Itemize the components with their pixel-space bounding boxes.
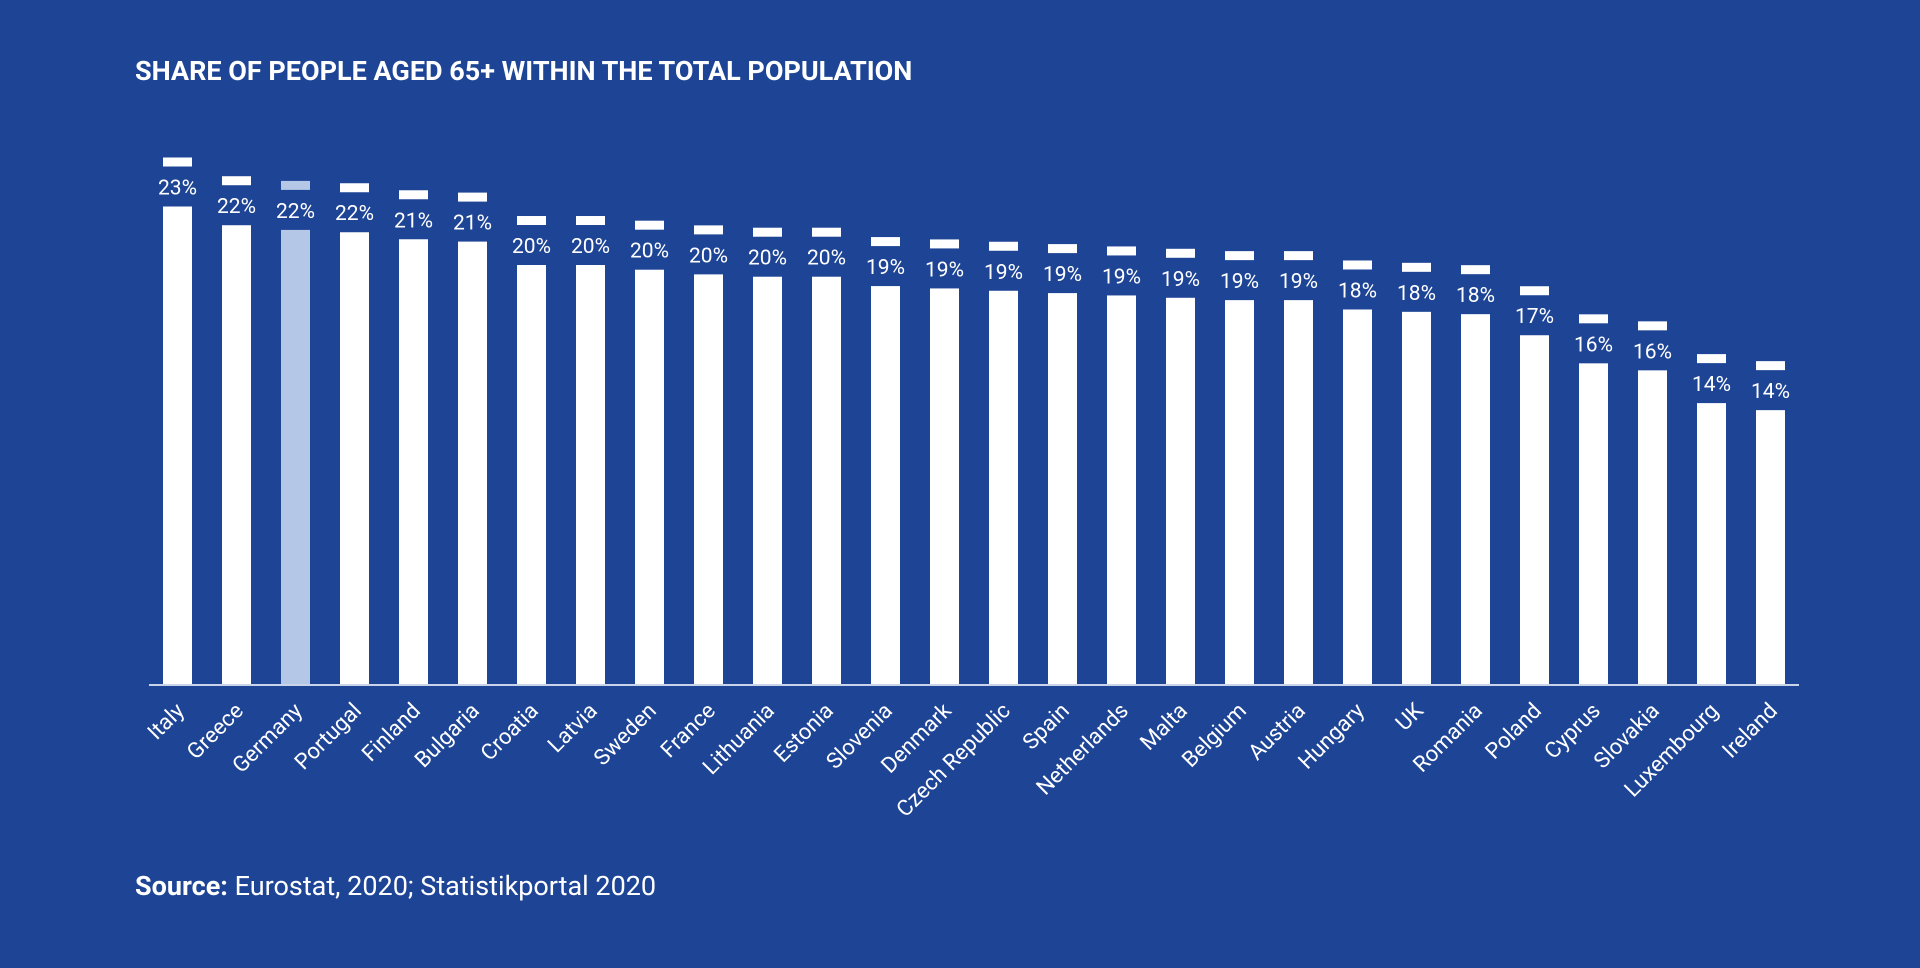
value-label: 16% [1633,340,1672,364]
bar [399,239,428,684]
bar [635,269,664,684]
chart-title: SHARE OF PEOPLE AGED 65+ WITHIN THE TOTA… [135,55,912,87]
bar-cap [281,180,310,190]
bar [1048,293,1077,684]
value-label: 19% [925,258,964,282]
value-label: 22% [276,200,315,224]
bar-cap [340,183,369,193]
bar [1756,410,1785,684]
bar [930,288,959,684]
value-label: 19% [984,261,1023,285]
bar [753,276,782,684]
value-label: 23% [158,176,197,200]
bar-cap [1048,244,1077,254]
bar [163,206,192,684]
bar-cap [1166,248,1195,258]
value-label: 20% [689,244,728,268]
bar [1638,370,1667,684]
bar-cap [753,227,782,237]
bar [281,229,310,684]
bar-cap [1520,286,1549,296]
value-label: 20% [630,240,669,264]
value-label: 19% [866,256,905,280]
bar [1107,295,1136,684]
value-label: 21% [453,212,492,236]
bar-cap [1697,354,1726,364]
bar [1461,314,1490,684]
bar-cap [1343,260,1372,270]
bar [871,286,900,684]
value-label: 19% [1102,265,1141,289]
bar-cap [989,241,1018,251]
bar-cap [1638,321,1667,331]
bar-cap [517,216,546,226]
value-label: 21% [394,209,433,233]
value-label: 22% [335,202,374,226]
bar [1166,297,1195,684]
value-label: 19% [1161,268,1200,292]
value-label: 22% [217,195,256,219]
bar-cap [222,176,251,186]
bar [1343,309,1372,684]
bar [340,232,369,685]
bar [1225,300,1254,684]
bar [1402,311,1431,684]
bar [1284,300,1313,684]
value-label: 18% [1338,279,1377,303]
bar [222,225,251,684]
bar-cap [1756,361,1785,371]
bar [1697,403,1726,684]
bar [458,241,487,684]
value-label: 19% [1279,270,1318,294]
bar [694,274,723,684]
bar-cap [458,192,487,202]
bar [989,290,1018,684]
source: Source: Eurostat, 2020; Statistikportal … [135,870,656,902]
value-label: 20% [512,235,551,259]
value-label: 20% [748,247,787,271]
value-label: 18% [1456,284,1495,308]
value-label: 14% [1751,380,1790,404]
value-label: 20% [807,247,846,271]
bar-cap [930,239,959,249]
bar-cap [635,220,664,230]
value-label: 19% [1043,263,1082,287]
value-label: 16% [1574,333,1613,357]
bar-cap [871,237,900,247]
value-label: 19% [1220,270,1259,294]
bar-cap [163,157,192,167]
bar-cap [576,216,605,226]
bar-cap [1284,251,1313,261]
bar-cap [812,227,841,237]
value-label: 18% [1397,282,1436,306]
bar [1520,335,1549,684]
bar-cap [1107,246,1136,256]
source-text: Eurostat, 2020; Statistikportal 2020 [235,870,657,902]
bar [1579,363,1608,684]
bar-cap [1225,251,1254,261]
value-label: 17% [1515,305,1554,329]
bar [812,276,841,684]
bar-cap [399,190,428,200]
value-label: 14% [1692,373,1731,397]
source-label: Source: [135,870,228,902]
bar-cap [1579,314,1608,324]
bar [576,265,605,684]
bar-cap [1402,262,1431,272]
value-label: 20% [571,235,610,259]
bar [517,265,546,684]
bar-cap [1461,265,1490,275]
bar-cap [694,225,723,235]
